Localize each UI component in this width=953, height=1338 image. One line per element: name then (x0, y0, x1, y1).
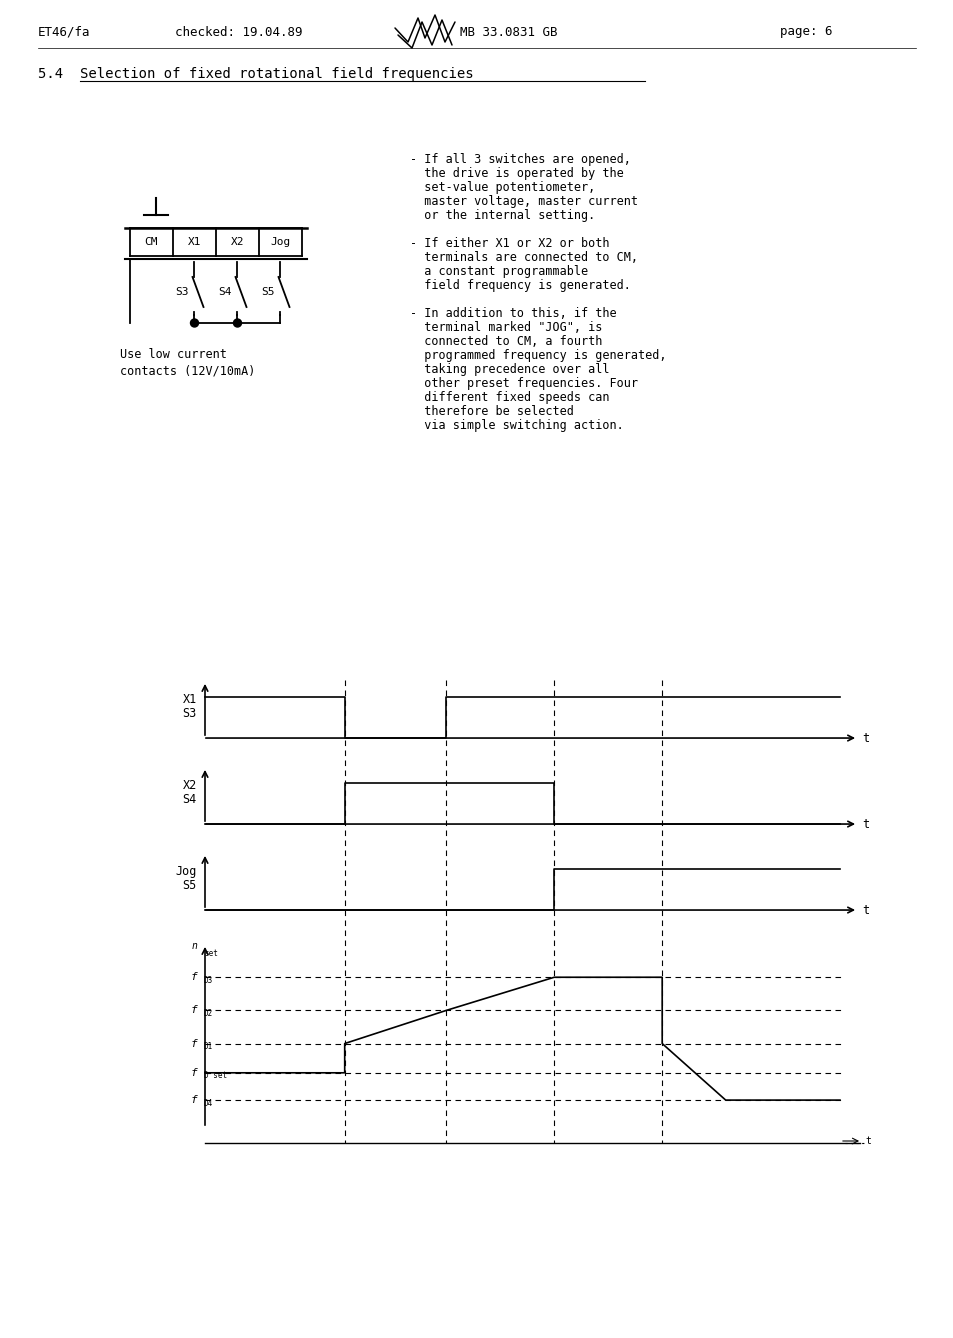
Text: taking precedence over all: taking precedence over all (410, 363, 609, 376)
Circle shape (191, 318, 198, 326)
Text: D4: D4 (204, 1098, 213, 1108)
Text: checked: 19.04.89: checked: 19.04.89 (174, 25, 302, 39)
Text: S4: S4 (218, 286, 232, 297)
Text: X2: X2 (231, 237, 244, 248)
Text: programmed frequency is generated,: programmed frequency is generated, (410, 349, 666, 363)
Text: S5: S5 (261, 286, 274, 297)
Text: n: n (191, 941, 196, 951)
Text: field frequency is generated.: field frequency is generated. (410, 280, 630, 292)
Text: X1: X1 (183, 693, 196, 706)
Text: X1: X1 (188, 237, 201, 248)
Text: f: f (190, 1038, 196, 1049)
Text: therefore be selected: therefore be selected (410, 405, 574, 417)
Text: S5: S5 (183, 879, 196, 892)
Text: set-value potentiometer,: set-value potentiometer, (410, 181, 595, 194)
Text: f: f (190, 1005, 196, 1016)
Circle shape (233, 318, 241, 326)
Text: t: t (862, 732, 868, 744)
Text: D3: D3 (204, 975, 213, 985)
Text: f: f (190, 1094, 196, 1105)
Text: S4: S4 (183, 793, 196, 805)
Text: - If either X1 or X2 or both: - If either X1 or X2 or both (410, 237, 609, 250)
Text: via simple switching action.: via simple switching action. (410, 419, 623, 432)
Text: Jog: Jog (175, 866, 196, 879)
Text: f: f (190, 1068, 196, 1078)
Text: other preset frequencies. Four: other preset frequencies. Four (410, 377, 638, 389)
Text: CM: CM (145, 237, 158, 248)
Text: t: t (864, 1136, 870, 1147)
Text: S3: S3 (174, 286, 189, 297)
Text: master voltage, master current: master voltage, master current (410, 195, 638, 207)
Text: t: t (862, 903, 868, 917)
Text: contacts (12V/10mA): contacts (12V/10mA) (120, 364, 255, 377)
Text: D set: D set (204, 1072, 227, 1080)
Text: 5.4: 5.4 (38, 67, 71, 82)
Text: D2: D2 (204, 1009, 213, 1018)
Text: t: t (862, 818, 868, 831)
Text: Jog: Jog (270, 237, 291, 248)
Text: S3: S3 (183, 706, 196, 720)
Text: - If all 3 switches are opened,: - If all 3 switches are opened, (410, 153, 630, 166)
Text: the drive is operated by the: the drive is operated by the (410, 167, 623, 181)
Text: terminal marked "JOG", is: terminal marked "JOG", is (410, 321, 601, 334)
Text: X2: X2 (183, 780, 196, 792)
Text: D1: D1 (204, 1042, 213, 1052)
Text: MB 33.0831 GB: MB 33.0831 GB (459, 25, 557, 39)
Text: connected to CM, a fourth: connected to CM, a fourth (410, 334, 601, 348)
Text: or the internal setting.: or the internal setting. (410, 209, 595, 222)
Text: Selection of fixed rotational field frequencies: Selection of fixed rotational field freq… (80, 67, 473, 82)
Text: Use low current: Use low current (120, 348, 227, 361)
Text: terminals are connected to CM,: terminals are connected to CM, (410, 252, 638, 264)
Text: a constant programmable: a constant programmable (410, 265, 587, 278)
Text: page: 6: page: 6 (780, 25, 832, 39)
Text: set: set (204, 949, 217, 958)
Text: - In addition to this, if the: - In addition to this, if the (410, 306, 616, 320)
Text: ET46/fa: ET46/fa (38, 25, 91, 39)
Text: different fixed speeds can: different fixed speeds can (410, 391, 609, 404)
Text: f: f (190, 973, 196, 982)
